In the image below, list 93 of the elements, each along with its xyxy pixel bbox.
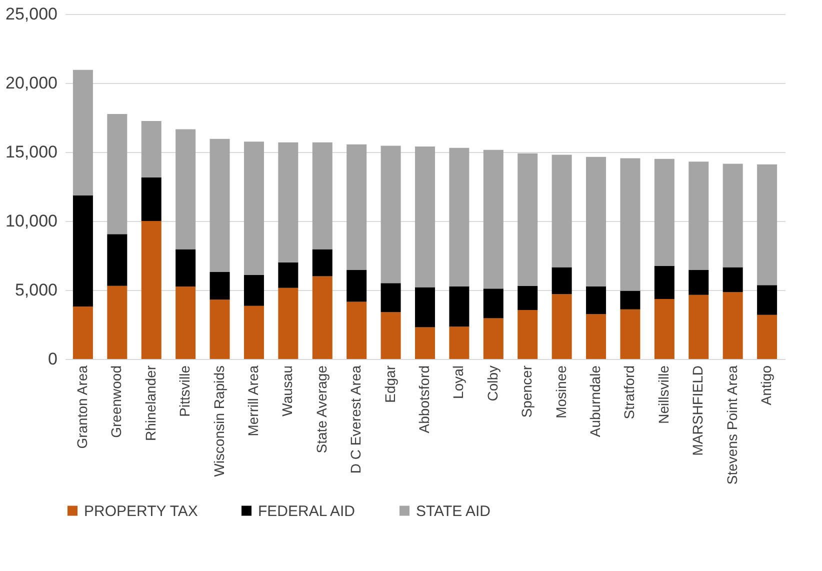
x-tick-label: Pittsville <box>176 365 193 417</box>
bar <box>483 318 504 359</box>
bar <box>586 314 606 359</box>
x-tick-label: Colby <box>484 366 500 402</box>
y-tick-label: 5,000 <box>14 280 58 300</box>
bar <box>415 287 435 328</box>
x-tick-label: Neillsville <box>655 365 672 424</box>
x-tick-label: Wisconsin Rapids <box>210 366 227 477</box>
bar <box>210 300 230 359</box>
bar <box>586 286 606 314</box>
bar <box>176 129 196 250</box>
bar <box>346 270 367 302</box>
bar <box>72 70 93 196</box>
x-tick-label: Merrill Area <box>244 365 261 436</box>
bar <box>141 120 162 178</box>
x-tick-label: Edgar <box>382 365 398 403</box>
bar <box>141 221 162 359</box>
bar <box>722 292 743 359</box>
y-tick-label: 15,000 <box>6 142 58 162</box>
x-tick-label: Mosinee <box>552 365 569 418</box>
bar <box>620 290 640 310</box>
legend-label: FEDERAL AID <box>258 502 356 520</box>
y-tick-label: 10,000 <box>6 212 58 230</box>
bar <box>312 276 332 359</box>
legend-label: PROPERTY TAX <box>84 502 198 520</box>
bar <box>688 294 709 359</box>
bar <box>620 158 640 291</box>
legend-label: STATE AID <box>416 502 491 520</box>
bar <box>210 138 230 272</box>
bar <box>380 146 401 284</box>
x-tick-label: Spencer <box>518 365 535 418</box>
bar <box>380 312 401 359</box>
bar <box>757 314 778 359</box>
bar <box>107 234 128 286</box>
bar <box>346 144 367 270</box>
bar <box>518 153 538 286</box>
x-tick-label: Auburndale <box>587 365 604 438</box>
bar <box>449 148 470 287</box>
bar <box>278 262 298 288</box>
x-tick-label: Loyal <box>450 366 466 399</box>
bar <box>141 178 162 221</box>
bar <box>278 142 298 262</box>
bar <box>415 146 435 288</box>
bar <box>415 327 435 359</box>
bar <box>654 266 674 299</box>
bar <box>688 162 709 270</box>
bar <box>518 310 538 359</box>
bar <box>312 142 332 250</box>
bar <box>244 142 264 275</box>
bar <box>483 150 504 289</box>
bar <box>552 267 572 294</box>
bar <box>312 249 332 276</box>
bar <box>449 326 470 359</box>
y-tick-label: 25,000 <box>6 4 58 24</box>
y-tick-label: 20,000 <box>6 74 58 92</box>
bar <box>518 286 538 310</box>
x-tick-label: Stevens Point Area <box>724 365 740 485</box>
bar <box>552 154 572 268</box>
bar <box>757 285 778 315</box>
bar <box>72 195 93 307</box>
x-tick-label: Stratford <box>621 366 638 420</box>
bar <box>654 298 674 359</box>
bar <box>483 288 504 318</box>
bar <box>244 274 264 306</box>
x-tick-label: Wausau <box>279 366 296 416</box>
bar <box>620 309 640 359</box>
bar <box>722 164 743 268</box>
bar <box>244 306 264 359</box>
x-tick-label: Abbotsford <box>416 366 432 434</box>
bar <box>688 270 709 295</box>
bar <box>449 286 470 327</box>
bar <box>346 302 367 359</box>
bar <box>586 156 606 287</box>
bar <box>552 294 572 359</box>
x-tick-label: State Average <box>313 365 330 454</box>
x-tick-label: Antigo <box>758 365 774 406</box>
x-tick-label: Greenwood <box>108 366 124 438</box>
bar <box>107 286 128 359</box>
x-tick-label: MARSHFIELD <box>690 366 706 456</box>
bar <box>210 272 230 300</box>
bar <box>757 164 778 286</box>
x-tick-label: Granton Area <box>74 365 90 449</box>
bar <box>380 283 401 312</box>
bar <box>107 114 128 234</box>
bar <box>72 306 93 359</box>
y-tick-label: 0 <box>48 350 58 368</box>
bar <box>654 158 674 266</box>
bar <box>722 267 743 292</box>
x-tick-label: D C Everest Area <box>348 365 364 474</box>
bar <box>176 286 196 359</box>
bar <box>278 288 298 359</box>
bar <box>176 249 196 287</box>
x-tick-label: Rhinelander <box>142 365 158 441</box>
